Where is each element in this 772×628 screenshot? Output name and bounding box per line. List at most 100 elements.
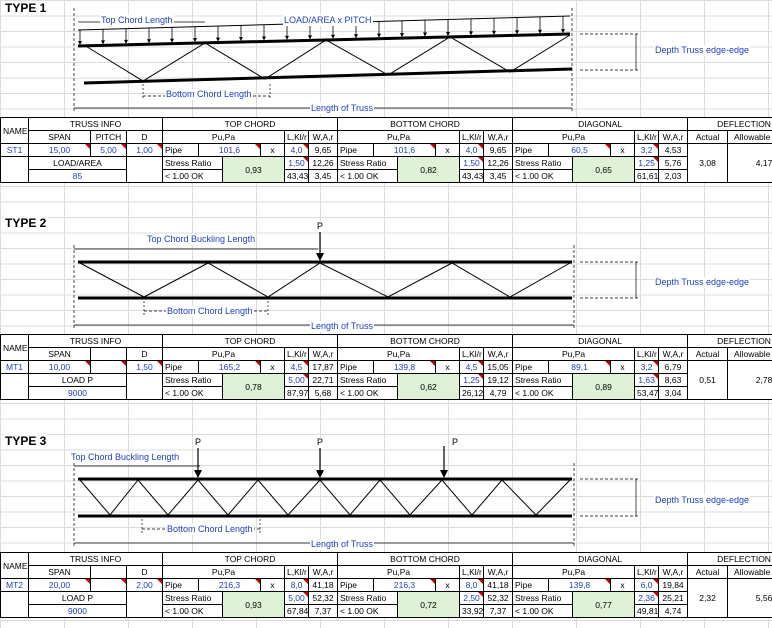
header-bottom-war[interactable]: W,A,r bbox=[483, 347, 514, 361]
header-top-pupa[interactable]: Pu,Pa bbox=[162, 347, 285, 361]
header-bottom-lklr[interactable]: L,Kl/r bbox=[459, 565, 485, 579]
header-diag-lklr[interactable]: L,Kl/r bbox=[634, 130, 660, 144]
row-d[interactable]: 1,00 bbox=[126, 143, 163, 157]
header-d[interactable]: D bbox=[126, 130, 163, 144]
diag-l[interactable]: 6,0 bbox=[634, 578, 660, 592]
bottom-stress-ratio-label[interactable]: Stress Ratio bbox=[337, 373, 399, 387]
top-klr[interactable]: 67,84 bbox=[284, 604, 309, 618]
header-diagonal[interactable]: DIAGONAL bbox=[512, 552, 689, 566]
diag-x[interactable]: x bbox=[610, 360, 636, 374]
row-load-value[interactable]: 85 bbox=[28, 169, 127, 183]
bottom-a[interactable]: 52,32 bbox=[483, 591, 514, 605]
row-load-blank[interactable] bbox=[126, 373, 163, 400]
top-kl[interactable]: 5,00 bbox=[284, 373, 309, 387]
header-bottom-chord[interactable]: BOTTOM CHORD bbox=[337, 334, 514, 348]
diag-stress-ratio[interactable]: 0,65 bbox=[572, 156, 636, 183]
header-name[interactable]: NAME bbox=[0, 334, 29, 361]
top-w[interactable]: 41,18 bbox=[307, 578, 339, 592]
diag-stress-ratio-label[interactable]: Stress Ratio bbox=[512, 156, 574, 170]
bottom-pipe-size[interactable]: 101,6 bbox=[373, 143, 437, 157]
row-span[interactable]: 15,00 bbox=[28, 143, 91, 157]
header-name[interactable]: NAME bbox=[0, 552, 29, 579]
header-span[interactable]: SPAN bbox=[28, 565, 91, 579]
diag-pipe-label[interactable]: Pipe bbox=[512, 143, 550, 157]
diag-l[interactable]: 3,2 bbox=[634, 360, 660, 374]
bottom-ok[interactable]: < 1.00 OK bbox=[337, 604, 399, 618]
header-d[interactable]: D bbox=[126, 565, 163, 579]
diag-kl[interactable]: 1,63 bbox=[634, 373, 660, 387]
bottom-stress-ratio[interactable]: 0,72 bbox=[397, 591, 461, 618]
row-load-value[interactable]: 9000 bbox=[28, 386, 127, 400]
header-bottom-chord[interactable]: BOTTOM CHORD bbox=[337, 552, 514, 566]
header-top-chord[interactable]: TOP CHORD bbox=[161, 334, 339, 348]
bottom-w[interactable]: 41,18 bbox=[483, 578, 514, 592]
bottom-pipe-label[interactable]: Pipe bbox=[337, 360, 375, 374]
top-w[interactable]: 9,65 bbox=[307, 143, 339, 157]
row-name-blank[interactable] bbox=[0, 373, 29, 400]
row-span[interactable]: 20,00 bbox=[28, 578, 91, 592]
diag-pipe-label[interactable]: Pipe bbox=[512, 578, 550, 592]
header-diag-pupa[interactable]: Pu,Pa bbox=[512, 130, 636, 144]
diag-klr[interactable]: 49,81 bbox=[634, 604, 660, 618]
header-pitch[interactable]: PITCH bbox=[90, 130, 127, 144]
top-ok[interactable]: < 1.00 OK bbox=[162, 604, 223, 618]
header-truss-info[interactable]: TRUSS INFO bbox=[28, 552, 163, 566]
header-diagonal[interactable]: DIAGONAL bbox=[512, 117, 689, 131]
row-load-blank[interactable] bbox=[126, 591, 163, 618]
header-top-lklr[interactable]: L,Kl/r bbox=[284, 130, 309, 144]
header-top-lklr[interactable]: L,Kl/r bbox=[284, 347, 309, 361]
bottom-ok[interactable]: < 1.00 OK bbox=[337, 386, 399, 400]
top-klr[interactable]: 43,43 bbox=[284, 169, 309, 183]
diag-w[interactable]: 6,79 bbox=[658, 360, 689, 374]
top-ok[interactable]: < 1.00 OK bbox=[162, 169, 223, 183]
row-d[interactable]: 1,50 bbox=[126, 360, 163, 374]
top-x[interactable]: x bbox=[260, 360, 285, 374]
header-deflection[interactable]: DEFLECTION bbox=[687, 552, 772, 566]
diag-r[interactable]: 4,74 bbox=[658, 604, 689, 618]
diag-w[interactable]: 4,53 bbox=[658, 143, 689, 157]
row-deflection-actual[interactable]: 3,08 bbox=[687, 143, 729, 183]
bottom-x[interactable]: x bbox=[435, 143, 461, 157]
top-kl[interactable]: 1,50 bbox=[284, 156, 309, 170]
row-d[interactable]: 2,00 bbox=[126, 578, 163, 592]
header-top-war[interactable]: W,A,r bbox=[307, 347, 339, 361]
top-klr[interactable]: 87,97 bbox=[284, 386, 309, 400]
diag-klr[interactable]: 61,61 bbox=[634, 169, 660, 183]
bottom-pipe-label[interactable]: Pipe bbox=[337, 143, 375, 157]
diag-stress-ratio-label[interactable]: Stress Ratio bbox=[512, 591, 574, 605]
bottom-stress-ratio-label[interactable]: Stress Ratio bbox=[337, 591, 399, 605]
diag-pipe-size[interactable]: 60,5 bbox=[548, 143, 612, 157]
diag-ok[interactable]: < 1.00 OK bbox=[512, 604, 574, 618]
top-stress-ratio[interactable]: 0,93 bbox=[222, 591, 285, 618]
top-pipe-size[interactable]: 216,3 bbox=[198, 578, 261, 592]
diag-klr[interactable]: 53,47 bbox=[634, 386, 660, 400]
top-pipe-size[interactable]: 165,2 bbox=[198, 360, 261, 374]
diag-a[interactable]: 25,21 bbox=[658, 591, 689, 605]
top-r[interactable]: 3,45 bbox=[307, 169, 339, 183]
bottom-r[interactable]: 3,45 bbox=[483, 169, 514, 183]
header-truss-info[interactable]: TRUSS INFO bbox=[28, 334, 163, 348]
row-load-label[interactable]: LOAD P bbox=[28, 591, 127, 605]
top-l[interactable]: 4,0 bbox=[284, 143, 309, 157]
header-diag-war[interactable]: W,A,r bbox=[658, 565, 689, 579]
row-name-blank[interactable] bbox=[0, 156, 29, 183]
diag-stress-ratio-label[interactable]: Stress Ratio bbox=[512, 373, 574, 387]
diag-kl[interactable]: 2,36 bbox=[634, 591, 660, 605]
header-top-chord[interactable]: TOP CHORD bbox=[161, 552, 339, 566]
diag-ok[interactable]: < 1.00 OK bbox=[512, 169, 574, 183]
header-bottom-chord[interactable]: BOTTOM CHORD bbox=[337, 117, 514, 131]
bottom-r[interactable]: 7,37 bbox=[483, 604, 514, 618]
bottom-l[interactable]: 8,0 bbox=[459, 578, 485, 592]
header-allowable[interactable]: Allowable L/360 bbox=[727, 347, 772, 361]
header-bottom-pupa[interactable]: Pu,Pa bbox=[337, 565, 461, 579]
diag-stress-ratio[interactable]: 0,77 bbox=[572, 591, 636, 618]
header-span[interactable]: SPAN bbox=[28, 130, 91, 144]
row-load-value[interactable]: 9000 bbox=[28, 604, 127, 618]
bottom-x[interactable]: x bbox=[435, 578, 461, 592]
header-bottom-pupa[interactable]: Pu,Pa bbox=[337, 130, 461, 144]
diag-pipe-size[interactable]: 139,8 bbox=[548, 578, 612, 592]
header-truss-info[interactable]: TRUSS INFO bbox=[28, 117, 163, 131]
bottom-pipe-size[interactable]: 216,3 bbox=[373, 578, 437, 592]
diag-r[interactable]: 3,04 bbox=[658, 386, 689, 400]
bottom-ok[interactable]: < 1.00 OK bbox=[337, 169, 399, 183]
